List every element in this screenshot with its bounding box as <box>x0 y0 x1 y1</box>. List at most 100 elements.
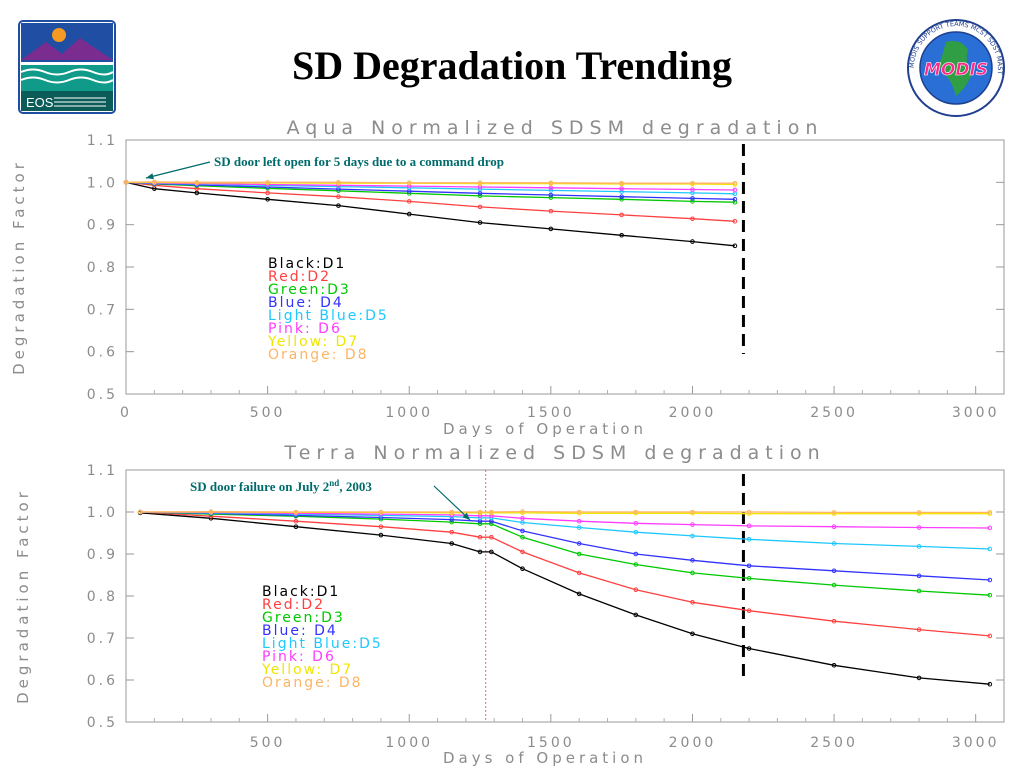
data-point <box>449 517 455 522</box>
data-point <box>548 188 554 193</box>
data-point <box>406 180 412 186</box>
x-tick-label: 2000 <box>669 735 717 751</box>
series-line <box>140 510 990 514</box>
data-point <box>633 509 639 515</box>
data-point <box>548 208 554 214</box>
data-point <box>746 509 752 515</box>
data-point <box>576 509 582 515</box>
data-point <box>293 509 299 515</box>
data-point <box>746 537 752 542</box>
data-point <box>293 518 299 524</box>
terra-chart: Terra Normalized SDSM degradation 1.1 1.0 0… <box>14 442 1005 767</box>
data-point <box>477 204 483 210</box>
legend-entry: Pink: D6 <box>262 649 336 665</box>
y-tick-label: 1.0 <box>87 505 118 521</box>
page-title: SD Degradation Trending <box>291 43 733 88</box>
data-point <box>520 566 525 572</box>
y-tick-label: 0.6 <box>87 345 118 361</box>
plot-frame <box>125 469 1005 723</box>
legend-entry: Light Blue:D5 <box>268 308 389 324</box>
data-point <box>732 199 738 205</box>
data-point <box>520 520 525 525</box>
data-point <box>489 549 494 555</box>
data-point <box>477 220 483 225</box>
data-point <box>489 534 494 540</box>
legend-entry: Blue: D4 <box>262 623 338 639</box>
y-tick-label: 1.1 <box>87 463 118 479</box>
y-tick-label: 0.5 <box>87 387 118 403</box>
data-point <box>690 196 695 201</box>
legend-entry: Light Blue:D5 <box>262 636 383 652</box>
data-point <box>548 192 554 198</box>
legend-entry: Green:D3 <box>268 282 351 298</box>
data-point <box>633 521 639 526</box>
data-point <box>916 573 922 579</box>
data-point <box>987 525 993 531</box>
data-point <box>690 187 695 192</box>
x-tick-label: 2500 <box>810 405 858 421</box>
data-point <box>831 663 837 668</box>
x-tick-label: 1500 <box>527 405 575 421</box>
data-point <box>732 187 738 193</box>
data-point <box>633 612 639 618</box>
data-point <box>690 509 695 515</box>
data-point <box>746 608 752 614</box>
annotation-text: SD door failure on July 2nd, 2003 <box>190 478 372 494</box>
data-point <box>916 544 922 549</box>
annotation-arrow <box>433 485 471 521</box>
data-point <box>690 533 695 539</box>
series-line <box>140 511 990 637</box>
data-point <box>619 194 624 200</box>
modis-logo: MODIS SUPPORT TEAMS MCST SDST MAST MODIS <box>907 19 1005 117</box>
data-point <box>916 525 922 530</box>
series-line <box>125 181 735 247</box>
legend-entry: Red:D2 <box>262 597 325 613</box>
series-line <box>140 511 990 550</box>
legend-entry: Black:D1 <box>262 584 340 600</box>
data-point <box>265 190 270 196</box>
data-point <box>265 180 270 185</box>
data-point <box>690 558 695 563</box>
data-point <box>690 199 695 204</box>
legend-entry: Green:D3 <box>262 610 345 626</box>
data-point <box>732 196 738 202</box>
data-point <box>746 576 752 581</box>
data-point <box>831 568 837 574</box>
aqua-chart: Aqua Normalized SDSM degradation 1.1 1.0 0.… <box>10 117 1005 438</box>
data-point <box>406 211 412 217</box>
data-point <box>987 681 993 687</box>
data-point <box>477 549 483 555</box>
legend-entry: Pink: D6 <box>268 321 342 337</box>
data-point <box>987 510 993 515</box>
data-point <box>831 541 837 546</box>
data-point <box>293 524 299 530</box>
series-line <box>125 181 735 222</box>
series-line <box>140 511 990 529</box>
data-point <box>831 510 837 515</box>
data-point <box>619 212 624 218</box>
data-point <box>489 509 494 515</box>
data-point <box>336 194 341 200</box>
data-point <box>690 570 695 576</box>
data-point <box>548 185 554 191</box>
plot-frame <box>125 139 1005 395</box>
legend-entry: Black:D1 <box>268 256 346 272</box>
data-point <box>690 631 695 637</box>
data-point <box>690 180 695 186</box>
y-tick-label: 0.6 <box>87 673 118 689</box>
y-axis-label: Degradation Factor <box>14 488 32 704</box>
x-tick-label: 500 <box>250 405 286 421</box>
data-point <box>633 551 639 557</box>
chart-title: Terra Normalized SDSM degradation <box>283 442 825 464</box>
data-point <box>619 180 624 186</box>
x-tick-label: 2500 <box>810 735 858 751</box>
annotation-text: SD door left open for 5 days due to a co… <box>214 154 504 169</box>
data-point <box>520 509 525 514</box>
data-point <box>690 522 695 527</box>
data-point <box>477 180 483 186</box>
data-point <box>619 186 624 191</box>
data-point <box>576 570 582 576</box>
data-point <box>548 180 554 186</box>
data-point <box>619 196 624 202</box>
legend-entry: Blue: D4 <box>268 295 344 311</box>
